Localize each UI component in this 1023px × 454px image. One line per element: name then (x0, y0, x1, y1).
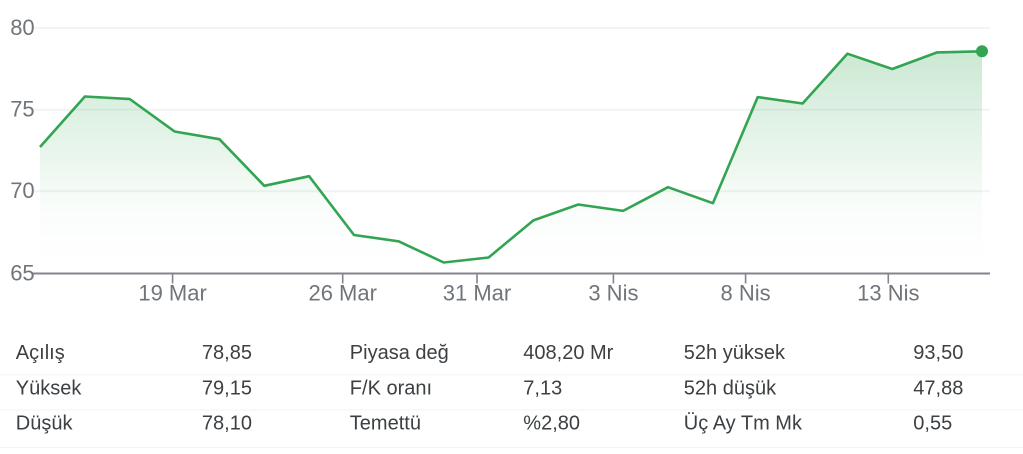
svg-text:75: 75 (10, 96, 34, 121)
svg-text:13 Nis: 13 Nis (857, 281, 919, 306)
svg-text:F/K oranı: F/K oranı (350, 377, 432, 399)
svg-text:Temettü: Temettü (350, 412, 421, 434)
svg-text:Düşük: Düşük (16, 412, 74, 434)
svg-text:52h düşük: 52h düşük (684, 377, 777, 399)
svg-text:78,10: 78,10 (202, 412, 252, 434)
svg-text:Yüksek: Yüksek (16, 377, 83, 399)
svg-text:3 Nis: 3 Nis (588, 281, 638, 306)
svg-text:70: 70 (10, 178, 34, 203)
svg-text:26 Mar: 26 Mar (308, 281, 376, 306)
svg-text:Açılış: Açılış (16, 342, 65, 364)
svg-text:79,15: 79,15 (202, 377, 252, 399)
svg-text:31 Mar: 31 Mar (443, 281, 511, 306)
svg-text:93,50: 93,50 (913, 342, 963, 364)
svg-text:Piyasa değ: Piyasa değ (350, 342, 449, 364)
svg-text:Üç Ay Tm Mk: Üç Ay Tm Mk (684, 412, 803, 434)
svg-text:52h yüksek: 52h yüksek (684, 342, 786, 364)
svg-text:7,13: 7,13 (523, 377, 562, 399)
svg-text:80: 80 (10, 15, 34, 40)
svg-text:%2,80: %2,80 (523, 412, 580, 434)
svg-text:65: 65 (10, 261, 34, 286)
svg-text:78,85: 78,85 (202, 342, 252, 364)
svg-text:0,55: 0,55 (913, 412, 952, 434)
svg-text:19 Mar: 19 Mar (138, 281, 206, 306)
svg-text:408,20 Mr: 408,20 Mr (523, 342, 613, 364)
svg-text:47,88: 47,88 (913, 377, 963, 399)
svg-text:8 Nis: 8 Nis (721, 281, 771, 306)
